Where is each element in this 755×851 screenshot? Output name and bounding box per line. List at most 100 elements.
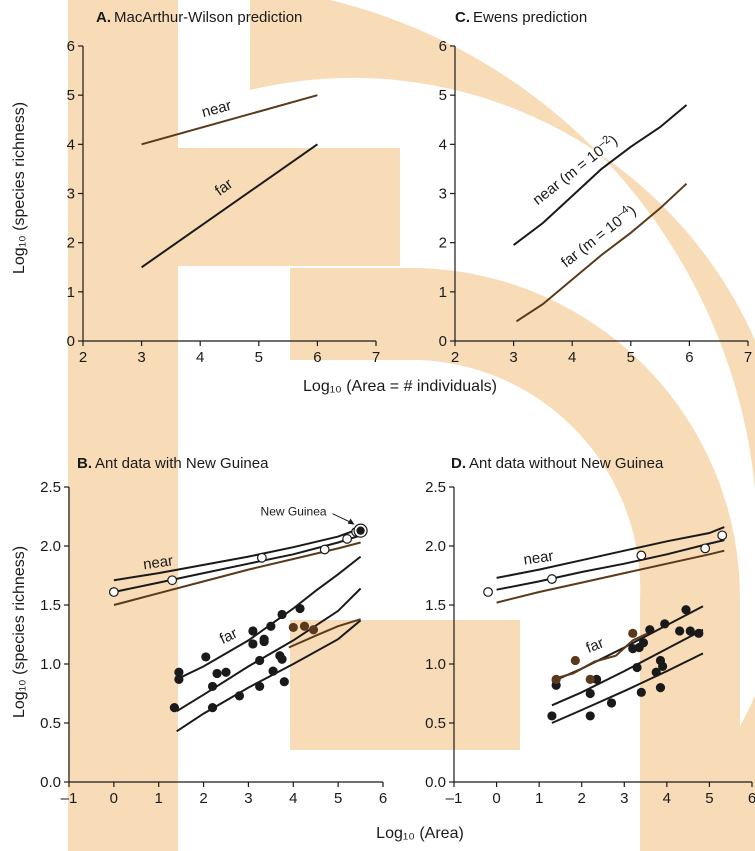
x-tick-label: 1 <box>155 790 163 807</box>
far-point-brown <box>299 621 310 631</box>
near-point <box>483 587 493 597</box>
near-point <box>108 587 119 597</box>
x-tick-label: 4 <box>663 790 671 807</box>
far-point <box>694 628 704 638</box>
far-fit-curve <box>551 652 704 724</box>
y-tick-label: 2 <box>439 235 447 252</box>
y-tick-label: 6 <box>67 38 75 55</box>
near-point <box>717 530 728 541</box>
x-tick-label: 0 <box>110 790 118 807</box>
far-point <box>638 638 649 648</box>
far-point <box>645 625 655 635</box>
panel-b: B. Ant data with New Guinea –1 0 1 2 3 4 5 6 0.0 0.… <box>40 455 387 807</box>
y-tick-label: 1.0 <box>425 656 446 673</box>
far-point <box>248 626 258 636</box>
near-fit-curve <box>113 534 361 593</box>
near-point <box>256 552 267 563</box>
near-label: near <box>142 552 174 573</box>
panel-title-letter: C. <box>455 9 470 26</box>
panel-title-text: Ant data with New Guinea <box>95 455 269 472</box>
far-point <box>585 688 595 699</box>
far-fit-curve <box>288 618 361 649</box>
x-axis-label-bottom: Log₁₀ (Area) <box>376 825 464 842</box>
far-point <box>295 603 305 614</box>
y-tick-label: 1.0 <box>40 656 61 673</box>
far-point <box>675 626 685 636</box>
y-tick-label: 6 <box>439 38 447 55</box>
far-fit-curve <box>176 619 362 733</box>
x-tick-label: 4 <box>196 349 204 366</box>
panel-title-text: Ant data without New Guinea <box>469 455 664 472</box>
y-axis-label-bottom: Log₁₀ (species richness) <box>11 546 28 718</box>
far-point <box>174 667 184 677</box>
near-fit-curve <box>496 549 725 604</box>
far-point <box>221 667 231 677</box>
far-point <box>266 621 276 631</box>
near-label: near <box>522 548 554 569</box>
x-tick-label: 3 <box>137 349 145 366</box>
y-tick-label: 4 <box>67 136 75 153</box>
panel-title-c: C. Ewens prediction <box>455 9 587 26</box>
x-tick-label: 5 <box>705 790 713 807</box>
far-point <box>651 667 661 677</box>
far-point-brown <box>628 628 638 638</box>
x-tick-label: 2 <box>578 790 586 807</box>
far-point <box>547 711 557 721</box>
x-tick-label: 6 <box>379 790 387 807</box>
y-tick-label: 4 <box>439 136 447 153</box>
panel-title-text: Ewens prediction <box>473 9 587 26</box>
near-fit-curve <box>113 527 361 582</box>
label-exponent: –2 <box>596 133 613 150</box>
far-point <box>632 662 642 673</box>
y-tick-label: 0 <box>439 333 447 350</box>
series-label-near: near (m = 10–2) <box>528 130 621 208</box>
y-tick-label: 1 <box>439 284 447 301</box>
x-tick-label: –1 <box>446 790 463 807</box>
y-tick-label: 2.5 <box>425 479 446 496</box>
background-watermark <box>68 0 755 851</box>
far-point <box>268 666 278 676</box>
x-tick-label: 3 <box>244 790 252 807</box>
series-line-near <box>141 94 318 146</box>
x-tick-label: 5 <box>334 790 342 807</box>
panel-title-a: A. MacArthur-Wilson prediction <box>96 9 302 26</box>
y-tick-label: 5 <box>67 87 75 104</box>
x-tick-label: 2 <box>199 790 207 807</box>
y-axis-label-top: Log₁₀ (species richness) <box>11 102 28 274</box>
panel-title-letter: D. <box>451 455 466 472</box>
label-exponent: –4 <box>614 204 631 221</box>
near-fit-curve <box>496 539 725 591</box>
watermark-stem-top <box>68 0 178 148</box>
x-tick-label: 7 <box>372 349 380 366</box>
near-point <box>700 543 711 554</box>
far-point <box>248 639 258 649</box>
far-point <box>655 683 666 693</box>
far-point <box>201 652 211 662</box>
far-point-brown <box>570 655 580 666</box>
new-guinea-arrowhead <box>347 518 355 525</box>
near-point <box>342 534 353 544</box>
x-tick-label: 5 <box>255 349 263 366</box>
far-point <box>255 681 265 692</box>
far-point <box>606 698 617 708</box>
y-tick-label: 1.5 <box>425 597 446 614</box>
near-point <box>636 550 647 561</box>
y-tick-label: 2 <box>67 235 75 252</box>
far-point <box>685 626 695 636</box>
near-point <box>319 544 330 555</box>
near-point <box>167 575 178 586</box>
far-point <box>279 677 289 687</box>
x-tick-label: 2 <box>451 349 459 366</box>
far-point <box>207 703 218 713</box>
series-line-near <box>512 104 688 246</box>
panel-title-d: D. Ant data without New Guinea <box>451 455 664 472</box>
panel-title-letter: A. <box>96 9 111 26</box>
far-point <box>169 703 180 713</box>
y-tick-label: 3 <box>439 186 447 203</box>
x-tick-label: 5 <box>627 349 635 366</box>
far-fit-curve <box>176 555 362 681</box>
y-tick-label: 1 <box>67 284 75 301</box>
y-tick-label: 0.5 <box>40 715 61 732</box>
x-tick-label: 4 <box>568 349 576 366</box>
